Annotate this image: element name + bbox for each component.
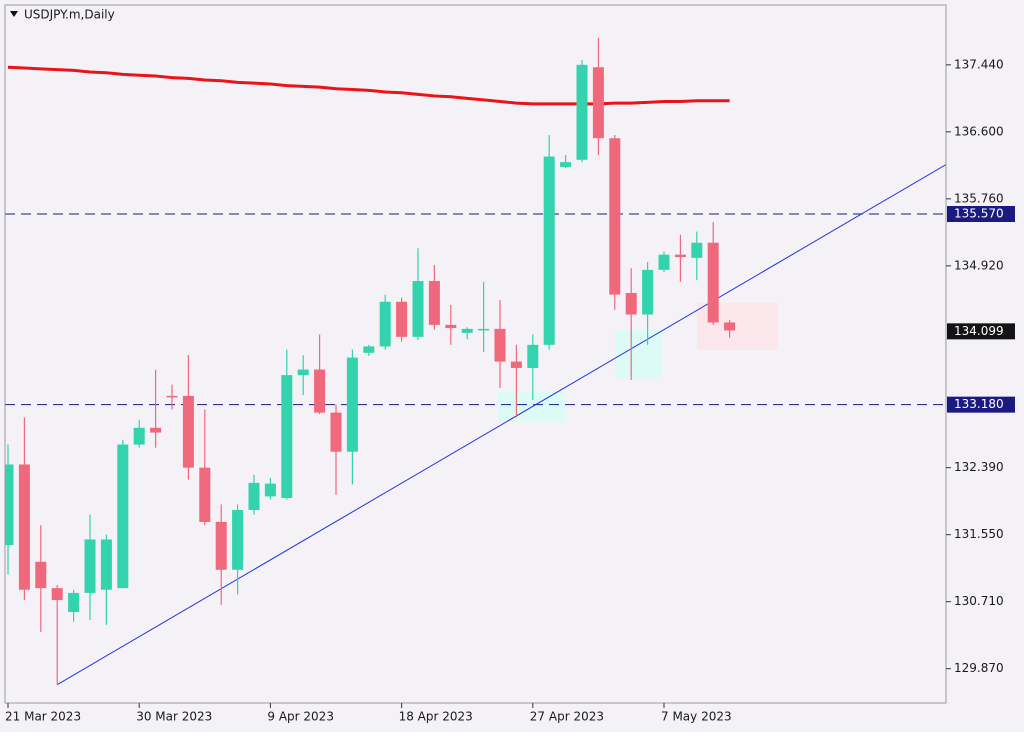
x-tick-label: 18 Apr 2023	[399, 710, 473, 724]
candle-body	[428, 281, 440, 325]
price-tag	[947, 323, 1015, 340]
moving-average	[7, 65, 730, 106]
y-tick-label: 135.760	[954, 191, 1004, 205]
candle-body	[199, 467, 211, 522]
trendline	[56, 164, 946, 686]
candle-body	[707, 242, 719, 323]
x-tick-label: 21 Mar 2023	[5, 710, 81, 724]
candle-body	[527, 344, 539, 368]
candle-body	[248, 482, 260, 510]
candle-body	[166, 395, 178, 398]
candle-body	[510, 361, 522, 368]
x-tick-label: 7 May 2023	[661, 710, 732, 724]
axis-layer: 137.440 136.600 135.760 134.920 132.390 131.5…	[5, 57, 1015, 724]
candle-body	[232, 509, 244, 570]
candle-body	[642, 269, 654, 315]
candle-body	[691, 242, 703, 258]
plot-border	[4, 4, 947, 704]
candle-body	[51, 588, 63, 601]
candle-body	[281, 375, 293, 498]
y-tick-label: 132.390	[954, 460, 1004, 474]
candle-body	[133, 427, 145, 445]
candle-body	[84, 539, 96, 593]
candle-body	[625, 292, 637, 315]
candle-body	[264, 483, 276, 497]
level-label: 135.570	[954, 207, 1004, 221]
candle-body	[396, 301, 408, 337]
candle-body	[117, 444, 129, 589]
candle-body	[724, 322, 736, 331]
candle-body	[5, 464, 14, 546]
y-tick-label: 131.550	[954, 527, 1004, 541]
level-label: 133.180	[954, 397, 1004, 411]
candle-body	[658, 254, 670, 270]
y-tick-label: 137.440	[954, 57, 1004, 71]
y-tick-label: 136.600	[954, 124, 1004, 138]
candle-body	[478, 328, 490, 331]
title-arrow	[10, 11, 18, 17]
candle-body	[576, 64, 588, 160]
candle-body	[560, 162, 572, 167]
candle-body	[215, 521, 227, 570]
candle-body	[100, 539, 112, 590]
candle-body	[297, 369, 309, 376]
level-tag	[947, 206, 1015, 223]
candle-body	[18, 464, 30, 590]
plot-area	[5, 37, 946, 686]
candle-body	[182, 395, 194, 468]
level-tag	[947, 396, 1015, 413]
y-tick-label: 130.710	[954, 594, 1004, 608]
x-tick-label: 27 Apr 2023	[530, 710, 604, 724]
candle-body	[330, 412, 342, 452]
price-label: 134.099	[954, 324, 1004, 338]
candle-body	[68, 592, 80, 613]
candle-body	[461, 328, 473, 333]
candle-body	[494, 328, 506, 362]
candle-body	[363, 346, 375, 353]
candle-body	[314, 369, 326, 413]
x-tick-label: 30 Mar 2023	[136, 710, 212, 724]
y-tick-label: 134.920	[954, 258, 1004, 272]
candle-body	[412, 281, 424, 337]
candle-body	[592, 67, 604, 139]
y-tick-label: 129.870	[954, 661, 1004, 675]
candle-body	[609, 138, 621, 295]
candle-body	[543, 156, 555, 345]
candle-body	[445, 324, 457, 329]
x-tick-label: 9 Apr 2023	[267, 710, 334, 724]
chart-title: USDJPY.m,Daily	[24, 8, 115, 22]
candle-body	[379, 301, 391, 347]
candle-body	[674, 254, 686, 258]
candle-body	[346, 357, 358, 452]
candle-body	[35, 561, 47, 589]
candle-body	[150, 427, 162, 433]
